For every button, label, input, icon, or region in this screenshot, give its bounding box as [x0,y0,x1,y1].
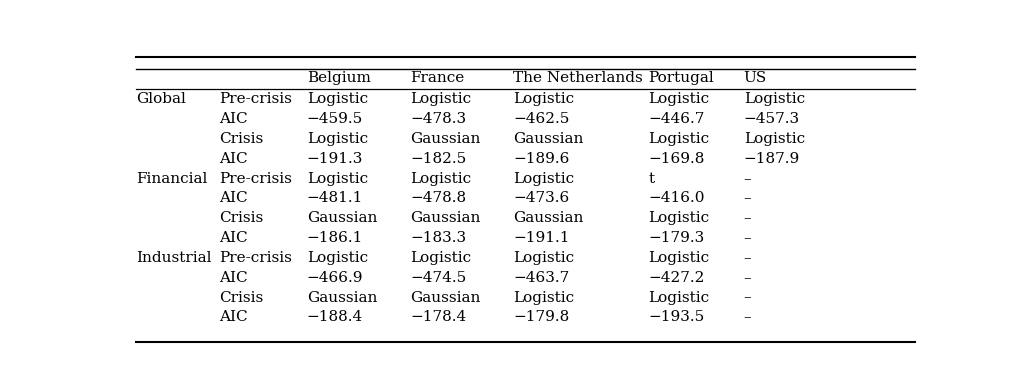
Text: Logistic: Logistic [410,92,472,106]
Text: −457.3: −457.3 [744,112,800,126]
Text: Gaussian: Gaussian [514,211,584,225]
Text: Crisis: Crisis [219,291,263,305]
Text: –: – [744,291,751,305]
Text: Logistic: Logistic [514,251,575,265]
Text: Logistic: Logistic [744,92,805,106]
Text: Pre-crisis: Pre-crisis [219,172,292,186]
Text: −189.6: −189.6 [514,152,570,166]
Text: −191.1: −191.1 [514,231,570,245]
Text: −463.7: −463.7 [514,271,570,285]
Text: Logistic: Logistic [649,92,709,106]
Text: t: t [649,172,655,186]
Text: AIC: AIC [219,231,248,245]
Text: −179.8: −179.8 [514,310,570,324]
Text: −193.5: −193.5 [649,310,705,324]
Text: Crisis: Crisis [219,211,263,225]
Text: Pre-crisis: Pre-crisis [219,92,292,106]
Text: Gaussian: Gaussian [514,132,584,146]
Text: Logistic: Logistic [514,92,575,106]
Text: −459.5: −459.5 [306,112,363,126]
Text: −473.6: −473.6 [514,191,570,206]
Text: AIC: AIC [219,271,248,285]
Text: Logistic: Logistic [649,211,709,225]
Text: Logistic: Logistic [744,132,805,146]
Text: −474.5: −474.5 [410,271,466,285]
Text: −481.1: −481.1 [306,191,363,206]
Text: Gaussian: Gaussian [306,211,377,225]
Text: Logistic: Logistic [649,251,709,265]
Text: Logistic: Logistic [649,132,709,146]
Text: Logistic: Logistic [306,92,368,106]
Text: AIC: AIC [219,152,248,166]
Text: The Netherlands: The Netherlands [514,71,643,85]
Text: Gaussian: Gaussian [410,132,481,146]
Text: Financial: Financial [136,172,207,186]
Text: –: – [744,271,751,285]
Text: Portugal: Portugal [649,71,714,85]
Text: Logistic: Logistic [306,172,368,186]
Text: Logistic: Logistic [306,251,368,265]
Text: −478.3: −478.3 [410,112,466,126]
Text: Industrial: Industrial [136,251,211,265]
Text: Global: Global [136,92,186,106]
Text: Belgium: Belgium [306,71,371,85]
Text: −186.1: −186.1 [306,231,363,245]
Text: −478.8: −478.8 [410,191,466,206]
Text: Logistic: Logistic [410,172,472,186]
Text: −446.7: −446.7 [649,112,705,126]
Text: AIC: AIC [219,191,248,206]
Text: −178.4: −178.4 [410,310,466,324]
Text: Logistic: Logistic [649,291,709,305]
Text: −183.3: −183.3 [410,231,466,245]
Text: Logistic: Logistic [410,251,472,265]
Text: Gaussian: Gaussian [306,291,377,305]
Text: –: – [744,231,751,245]
Text: −466.9: −466.9 [306,271,363,285]
Text: –: – [744,172,751,186]
Text: Pre-crisis: Pre-crisis [219,251,292,265]
Text: Logistic: Logistic [514,291,575,305]
Text: –: – [744,191,751,206]
Text: –: – [744,211,751,225]
Text: −188.4: −188.4 [306,310,363,324]
Text: −187.9: −187.9 [744,152,801,166]
Text: Logistic: Logistic [514,172,575,186]
Text: −179.3: −179.3 [649,231,705,245]
Text: −182.5: −182.5 [410,152,466,166]
Text: AIC: AIC [219,310,248,324]
Text: −191.3: −191.3 [306,152,363,166]
Text: −427.2: −427.2 [649,271,705,285]
Text: Crisis: Crisis [219,132,263,146]
Text: −169.8: −169.8 [649,152,705,166]
Text: –: – [744,251,751,265]
Text: AIC: AIC [219,112,248,126]
Text: −462.5: −462.5 [514,112,570,126]
Text: −416.0: −416.0 [649,191,705,206]
Text: Logistic: Logistic [306,132,368,146]
Text: Gaussian: Gaussian [410,211,481,225]
Text: US: US [744,71,767,85]
Text: –: – [744,310,751,324]
Text: France: France [410,71,464,85]
Text: Gaussian: Gaussian [410,291,481,305]
